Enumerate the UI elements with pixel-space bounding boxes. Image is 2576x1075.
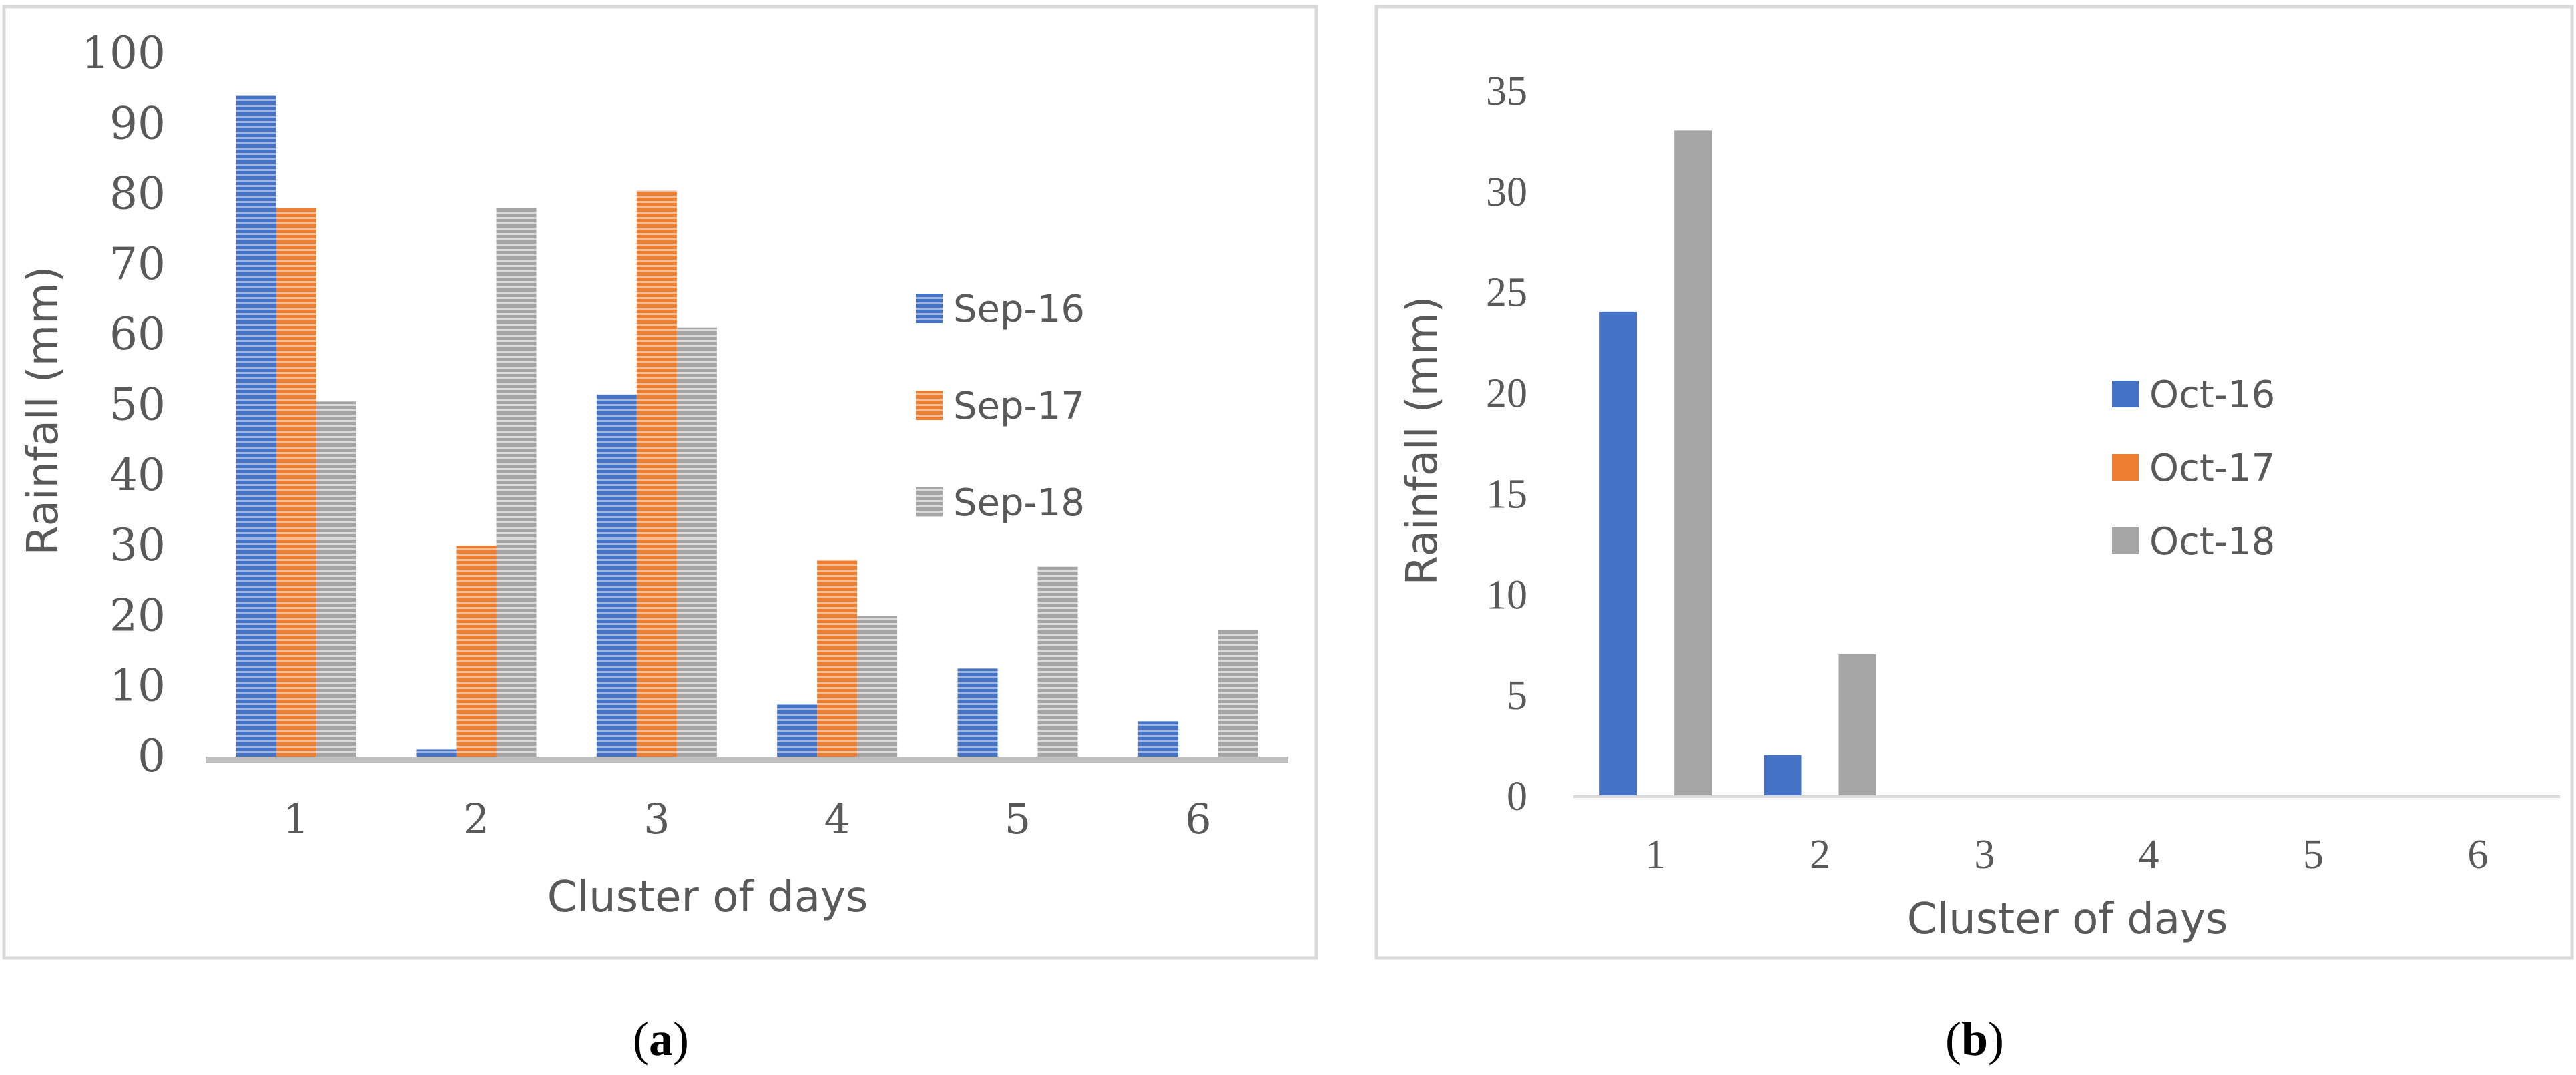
panel-a-bar-sep-16-cat-5 bbox=[957, 668, 998, 757]
panel-a-bar-sep-17-cat-1 bbox=[276, 208, 316, 757]
panel-b-bar-oct-16-cat-1 bbox=[1599, 311, 1637, 795]
panel-b-x-axis-title: Cluster of days bbox=[1907, 895, 2228, 944]
panel-a-x-tick-label: 4 bbox=[824, 795, 850, 843]
panel-a-y-tick-label: 80 bbox=[109, 168, 166, 220]
panel-a-legend-label-sep-18: Sep-18 bbox=[953, 481, 1085, 525]
panel-a-y-ticks: 0 10 20 30 40 50 60 70 80 90 100 bbox=[81, 27, 166, 782]
panel-b-x-tick-label: 3 bbox=[1974, 832, 1995, 877]
panel-b-x-tick-label: 5 bbox=[2303, 832, 2324, 877]
panel-a-bar-sep-16-cat-2 bbox=[416, 749, 457, 757]
panel-a-y-tick-label: 40 bbox=[109, 449, 166, 501]
panel-a-legend: Sep-16 Sep-17 Sep-18 bbox=[916, 288, 1085, 525]
panel-a-x-axis-title: Cluster of days bbox=[547, 873, 868, 922]
panel-a-bar-sep-18-cat-5 bbox=[1037, 566, 1078, 757]
panel-a-legend-swatch-sep-18 bbox=[916, 487, 943, 517]
panel-b-caption: (b) bbox=[1945, 1012, 2004, 1066]
panel-a-legend-label-sep-17: Sep-17 bbox=[953, 385, 1085, 428]
panel-a-x-tick-label: 6 bbox=[1185, 795, 1211, 843]
panel-b-bar-oct-18-cat-2 bbox=[1838, 654, 1876, 795]
panel-a-caption-letter: a bbox=[649, 1012, 673, 1066]
panel-a-x-tick-label: 3 bbox=[643, 795, 670, 843]
panel-a-x-ticks: 1 2 3 4 5 6 bbox=[282, 795, 1211, 843]
panel-a-x-tick-label: 5 bbox=[1005, 795, 1031, 843]
panel-a-y-axis-title: Rainfall (mm) bbox=[19, 266, 68, 556]
panel-b-y-tick-label: 30 bbox=[1486, 170, 1527, 215]
panel-a-bar-sep-16-cat-6 bbox=[1137, 721, 1178, 757]
panel-b-caption-letter: b bbox=[1961, 1012, 1988, 1066]
panel-b-x-tick-label: 4 bbox=[2139, 832, 2159, 877]
panel-a-bar-sep-18-cat-1 bbox=[316, 401, 356, 757]
panel-b-bar-oct-18-cat-1 bbox=[1674, 130, 1712, 796]
panel-a-y-tick-label: 0 bbox=[138, 730, 166, 782]
panel-a-y-tick-label: 60 bbox=[109, 308, 166, 360]
panel-b-y-ticks: 0 5 10 15 20 25 30 35 bbox=[1486, 69, 1527, 819]
panel-b-y-tick-label: 10 bbox=[1486, 572, 1527, 618]
panel-b-y-tick-label: 5 bbox=[1507, 673, 1527, 718]
panel-a-x-tick-label: 1 bbox=[282, 795, 308, 843]
panel-a-y-tick-label: 90 bbox=[109, 97, 166, 149]
panel-a-y-tick-label: 20 bbox=[109, 590, 166, 641]
panel-a-bar-sep-18-cat-2 bbox=[496, 208, 537, 757]
panel-a-bars bbox=[236, 95, 1258, 757]
panel-b-y-tick-label: 0 bbox=[1507, 774, 1527, 819]
panel-a-caption-close: ) bbox=[673, 1012, 689, 1066]
panel-b-legend-label-oct-16: Oct-16 bbox=[2149, 373, 2275, 417]
panel-a-legend-label-sep-16: Sep-16 bbox=[953, 288, 1085, 331]
panel-a-bar-sep-18-cat-3 bbox=[676, 327, 717, 757]
panel-a-y-tick-label: 100 bbox=[81, 27, 166, 79]
panel-b-legend: Oct-16 Oct-17 Oct-18 bbox=[2112, 373, 2275, 564]
panel-b-x-ticks: 1 2 3 4 5 6 bbox=[1645, 832, 2489, 877]
panel-a-bar-sep-17-cat-2 bbox=[456, 546, 497, 757]
panel-b-y-tick-label: 35 bbox=[1486, 69, 1527, 114]
panel-b-legend-swatch-oct-17 bbox=[2112, 454, 2139, 481]
panel-b-x-tick-label: 1 bbox=[1645, 832, 1666, 877]
panel-b-legend-label-oct-17: Oct-17 bbox=[2149, 447, 2275, 490]
panel-a-bar-sep-17-cat-4 bbox=[817, 560, 858, 757]
panel-a-legend-swatch-sep-16 bbox=[916, 294, 943, 323]
panel-b-x-tick-label: 6 bbox=[2467, 832, 2488, 877]
panel-b-legend-swatch-oct-16 bbox=[2112, 381, 2139, 407]
panel-a-y-tick-label: 70 bbox=[109, 238, 166, 290]
panel-a-bar-sep-17-cat-3 bbox=[636, 190, 677, 757]
panel-a-caption: (a) bbox=[633, 1012, 689, 1066]
panel-b-bars bbox=[1599, 130, 1876, 796]
panel-b-y-tick-label: 15 bbox=[1486, 471, 1527, 517]
panel-b-caption-close: ) bbox=[1988, 1012, 2004, 1066]
panel-a-y-tick-label: 50 bbox=[109, 379, 166, 431]
panel-b: 0 5 10 15 20 25 30 35 1 2 3 4 5 6 Cluster of days Ra… bbox=[1374, 5, 2574, 960]
panel-b-y-tick-label: 20 bbox=[1486, 371, 1527, 417]
panel-b-y-axis-title: Rainfall (mm) bbox=[1398, 296, 1447, 586]
panel-a-caption-open: ( bbox=[633, 1012, 649, 1066]
panel-a: 0 10 20 30 40 50 60 70 80 90 100 1 2 3 4 5 6 Cluster of… bbox=[2, 5, 1318, 960]
panel-b-bar-oct-16-cat-2 bbox=[1764, 755, 1802, 795]
panel-a-legend-swatch-sep-17 bbox=[916, 391, 943, 420]
panel-a-y-tick-label: 30 bbox=[109, 519, 166, 571]
panel-a-bar-sep-16-cat-4 bbox=[777, 704, 818, 757]
panel-a-x-tick-label: 2 bbox=[463, 795, 489, 843]
panel-b-legend-label-oct-18: Oct-18 bbox=[2149, 520, 2275, 564]
panel-b-legend-swatch-oct-18 bbox=[2112, 527, 2139, 554]
panel-b-caption-open: ( bbox=[1945, 1012, 1961, 1066]
panel-b-x-tick-label: 2 bbox=[1810, 832, 1830, 877]
panel-b-frame bbox=[1374, 5, 2574, 960]
panel-a-y-tick-label: 10 bbox=[109, 660, 166, 712]
panel-b-y-tick-label: 25 bbox=[1486, 270, 1527, 316]
panel-a-bar-sep-18-cat-6 bbox=[1218, 630, 1258, 757]
panel-a-bar-sep-16-cat-3 bbox=[596, 394, 637, 757]
panel-a-bar-sep-18-cat-4 bbox=[857, 616, 898, 757]
panel-a-bar-sep-16-cat-1 bbox=[236, 95, 276, 757]
